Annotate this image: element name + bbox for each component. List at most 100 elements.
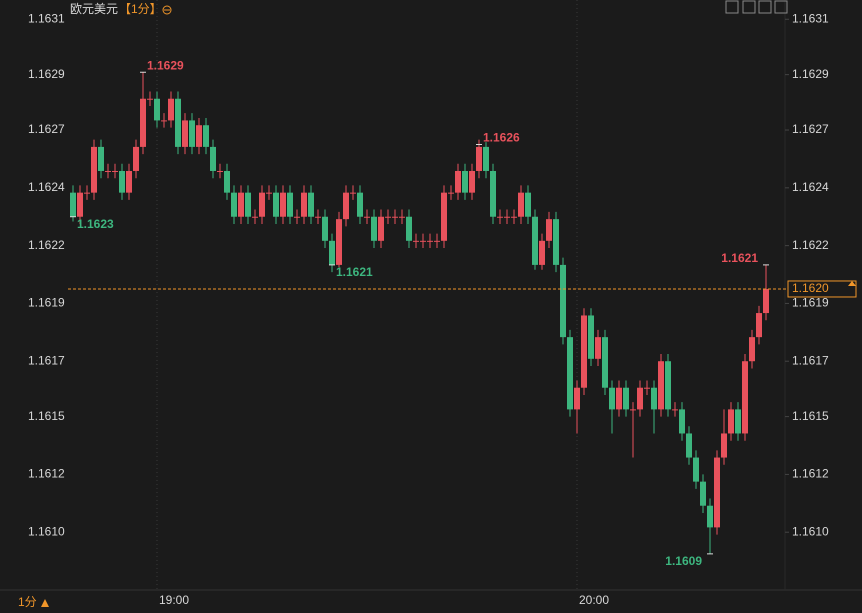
candle-body [399,216,405,218]
y-tick-label: 1.1619 [28,296,65,310]
candle-body [189,120,195,147]
candle-body [707,505,713,528]
candle-body [700,481,706,506]
candle-body [105,170,111,172]
candle-body [735,409,741,434]
candle-body [693,457,699,482]
candle-body [161,120,167,122]
candle-body [224,170,230,193]
y-tick-label: 1.1612 [28,467,65,481]
candle-body [427,240,433,242]
candle-body [672,409,678,411]
candle-body [476,146,482,171]
y2-tick-label: 1.1631 [792,11,829,25]
candle-body [665,361,671,410]
candle-body [588,315,594,359]
candle-body [497,216,503,218]
candle-body [518,192,524,217]
candle-body [651,387,657,410]
last-price-arrow [848,280,856,286]
footer-arrow[interactable] [41,599,49,607]
y-tick-label: 1.1631 [28,11,65,25]
candle-body [294,216,300,218]
candle-body [378,216,384,241]
candle-body [756,313,762,338]
candle-body [266,192,272,194]
candle-body [553,219,559,265]
y2-tick-label: 1.1612 [792,467,829,481]
candle-body [392,216,398,218]
candle-body [329,240,335,265]
footer-period[interactable]: 1分 [18,595,37,609]
candle-body [210,146,216,171]
y2-tick-label: 1.1627 [792,122,829,136]
candle-body [84,192,90,194]
tool-button[interactable] [742,0,756,14]
candle-body [357,192,363,217]
tool-button[interactable] [774,0,788,14]
y-tick-label: 1.1615 [28,409,65,423]
y-tick-label: 1.1627 [28,122,65,136]
candle-body [98,146,104,171]
last-price-box [787,280,857,298]
candle-body [448,192,454,194]
extreme-label: 1.1623 [77,217,114,231]
candle-body [203,125,209,147]
candle-body [504,216,510,218]
tool-button[interactable] [725,0,739,14]
candle-body [546,219,552,241]
candle-body [126,170,132,193]
candle-body [70,192,76,217]
candle-body [350,192,356,194]
candle-body [462,170,468,193]
chart-title: 欧元美元 [70,2,118,16]
toolbar [725,0,788,14]
tool-button[interactable] [758,0,772,14]
candle-body [406,216,412,241]
candle-body [175,98,181,147]
candle-body [623,387,629,410]
candle-body [742,361,748,434]
candle-body [413,240,419,242]
candle-body [245,192,251,217]
y-tick-label: 1.1624 [28,180,65,194]
candle-body [455,170,461,193]
y2-tick-label: 1.1619 [792,296,829,310]
candle-body [567,337,573,410]
candle-body [133,146,139,171]
y-tick-label: 1.1617 [28,353,65,367]
y-tick-label: 1.1610 [28,524,65,538]
candle-body [525,192,531,217]
candle-body [259,192,265,217]
candle-body [147,98,153,100]
candle-body [280,192,286,217]
candle-body [119,170,125,193]
candle-body [434,240,440,242]
y2-tick-label: 1.1624 [792,180,829,194]
extreme-label: 1.1626 [483,131,520,145]
y2-tick-label: 1.1622 [792,238,829,252]
candle-body [721,433,727,458]
period-icon[interactable] [162,5,172,15]
candle-body [315,216,321,218]
period-label: 【1分】 [119,2,162,16]
candle-body [728,409,734,434]
candle-body [749,337,755,362]
x-tick-label: 20:00 [579,593,609,607]
candle-body [679,409,685,434]
y2-tick-label: 1.1629 [792,67,829,81]
candle-body [469,170,475,193]
y2-tick-label: 1.1615 [792,409,829,423]
candle-body [420,240,426,242]
candle-body [322,216,328,241]
candle-body [217,170,223,172]
candle-body [301,192,307,217]
candle-body [511,216,517,218]
candle-body [182,120,188,147]
x-tick-label: 19:00 [159,593,189,607]
candle-body [91,146,97,193]
candle-body [168,98,174,121]
last-price-label: 1.1620 [792,281,829,295]
